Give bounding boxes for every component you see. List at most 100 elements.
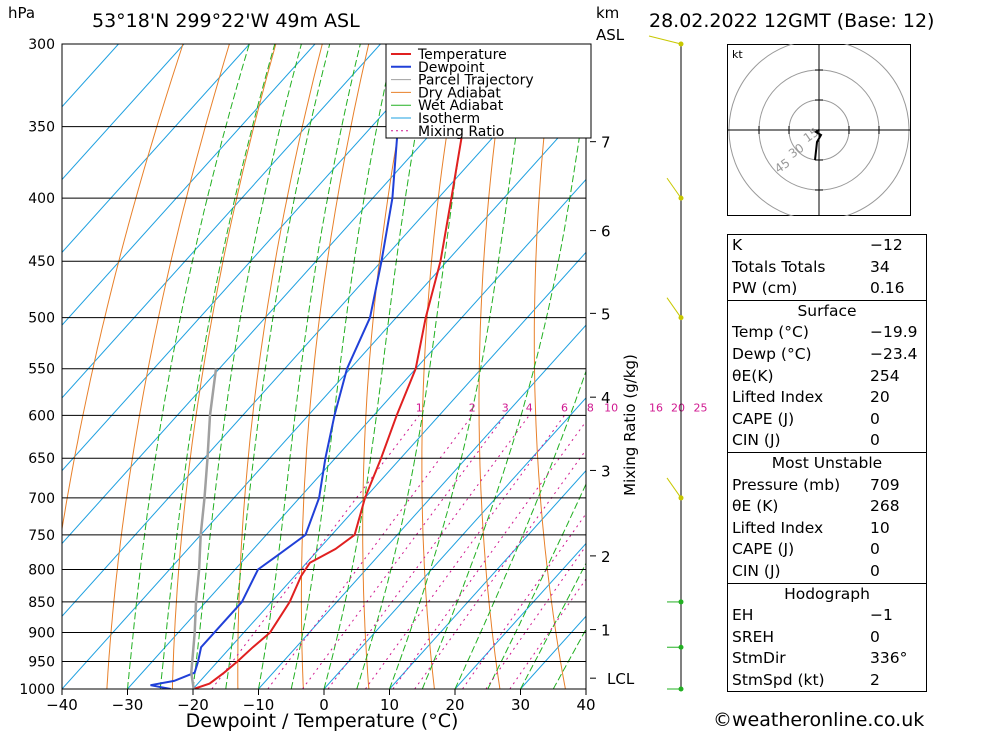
x-tick-label: 30	[511, 696, 530, 714]
height-unit-label: km	[596, 4, 620, 22]
hodograph-unit-label: kt	[732, 48, 743, 61]
km-tick-label: 5	[601, 305, 611, 323]
dry-adiabat-line	[171, 44, 277, 689]
legend-entry: Mixing Ratio	[418, 124, 504, 140]
isotherm-line	[62, 44, 250, 254]
legend-entry: Wet Adiabat	[418, 98, 504, 114]
mu-cape-label: CAPE (J)	[732, 540, 795, 559]
mu-thetae-label: θE (K)	[732, 497, 779, 516]
wet-adiabat-line	[487, 482, 586, 689]
mixing-ratio-tick-label: 20	[671, 401, 685, 414]
temperature-profile	[193, 44, 526, 689]
location-title: 53°18'N 299°22'W 49m ASL	[92, 10, 360, 32]
dry-adiabat-line	[972, 44, 1000, 689]
mixing-ratio-axis-label: Mixing Ratio (g/kg)	[621, 354, 639, 496]
surface-li-value: 20	[870, 388, 890, 407]
pressure-tick-label: 800	[28, 562, 55, 578]
km-tick-label: 4	[601, 389, 611, 407]
surface-dewp-value: −23.4	[870, 344, 918, 363]
pw-value: 0.16	[870, 279, 905, 298]
isotherm-line	[62, 106, 586, 689]
mixing-ratio-tick-label: 6	[561, 401, 568, 414]
sreh-label: SREH	[732, 627, 775, 646]
hodograph-table-title: Hodograph	[784, 584, 870, 603]
mixing-ratio-tick-label: 25	[694, 401, 708, 414]
mixing-ratio-line	[267, 415, 473, 689]
dry-adiabat-line	[926, 44, 1000, 689]
wind-barb	[648, 35, 682, 45]
height-ref-label: ASL	[596, 26, 625, 44]
km-tick-label: 1	[601, 622, 611, 640]
isotherm-line	[62, 44, 381, 399]
surface-cape-label: CAPE (J)	[732, 409, 795, 428]
isotherm-line	[62, 44, 119, 108]
isotherm-line	[454, 542, 586, 689]
isotherm-line	[323, 397, 586, 689]
legend-entry: Isotherm	[418, 111, 480, 127]
dry-adiabat-line	[106, 44, 230, 689]
x-tick-label: 10	[380, 696, 399, 714]
legend-entry: Parcel Trajectory	[418, 73, 534, 89]
stmdir-value: 336°	[870, 649, 908, 668]
km-tick-label: 3	[601, 462, 611, 480]
totals-totals-label: Totals Totals	[732, 257, 826, 276]
pw-label: PW (cm)	[732, 279, 798, 298]
isotherm-line	[62, 44, 578, 617]
indices-table: K −12 Totals Totals 34 PW (cm) 0.16 Surface…	[727, 234, 927, 693]
pressure-tick-label: 900	[28, 626, 55, 642]
datetime-title: 28.02.2022 12GMT (Base: 12)	[649, 10, 935, 32]
mu-li-value: 10	[870, 518, 890, 537]
k-index-label: K	[732, 236, 743, 254]
x-tick-label: 40	[576, 696, 595, 714]
mu-li-label: Lifted Index	[732, 518, 824, 537]
sreh-value: 0	[870, 627, 880, 646]
legend-entry: Dry Adiabat	[418, 85, 501, 101]
stmspd-value: 2	[870, 670, 880, 689]
pressure-tick-label: 500	[28, 311, 55, 327]
dry-adiabat-line	[640, 44, 697, 689]
mixing-ratio-line	[485, 544, 586, 689]
stmspd-label: StmSpd (kt)	[732, 670, 825, 689]
km-tick-label: 6	[601, 223, 611, 241]
x-tick-label: −10	[243, 696, 275, 714]
legend-box	[385, 43, 592, 139]
pressure-tick-label: 650	[28, 451, 55, 467]
wind-barb	[666, 297, 682, 318]
mixing-ratio-tick-label: 16	[649, 401, 663, 414]
mixing-ratio-tick-label: 10	[604, 401, 618, 414]
km-tick-label: 7	[601, 134, 611, 152]
totals-totals-value: 34	[870, 257, 890, 276]
pressure-tick-label: 750	[28, 528, 55, 544]
surface-cin-value: 0	[870, 431, 880, 450]
mu-thetae-value: 268	[870, 497, 900, 516]
isotherm-line	[127, 178, 586, 689]
surface-thetae-value: 254	[870, 366, 900, 385]
isotherm-line	[389, 469, 586, 689]
surface-temp-label: Temp (°C)	[732, 323, 809, 342]
copyright-footer[interactable]: ©weatheronline.co.uk	[713, 709, 925, 731]
mixing-ratio-line	[414, 449, 586, 689]
eh-label: EH	[732, 606, 754, 625]
mixing-ratio-tick-label: 3	[502, 401, 509, 414]
wind-barb	[666, 477, 682, 499]
pressure-unit-label: hPa	[8, 4, 36, 22]
surface-thetae-label: θE(K)	[732, 366, 774, 385]
isotherm-line	[258, 324, 586, 689]
pressure-tick-label: 850	[28, 595, 55, 611]
pressure-tick-label: 300	[28, 37, 55, 53]
k-index-value: −12	[870, 236, 903, 254]
dry-adiabat-line	[362, 44, 416, 689]
surface-cape-value: 0	[870, 409, 880, 428]
most-unstable-title: Most Unstable	[771, 453, 883, 472]
wet-adiabat-line	[127, 44, 250, 689]
pressure-tick-label: 600	[28, 408, 55, 424]
mu-cin-label: CIN (J)	[732, 561, 781, 580]
surface-cin-label: CIN (J)	[732, 431, 781, 450]
lcl-label: LCL	[607, 670, 635, 688]
mu-pressure-label: Pressure (mb)	[732, 475, 841, 494]
mu-cape-value: 0	[870, 540, 880, 559]
dry-adiabat-line	[533, 44, 566, 689]
